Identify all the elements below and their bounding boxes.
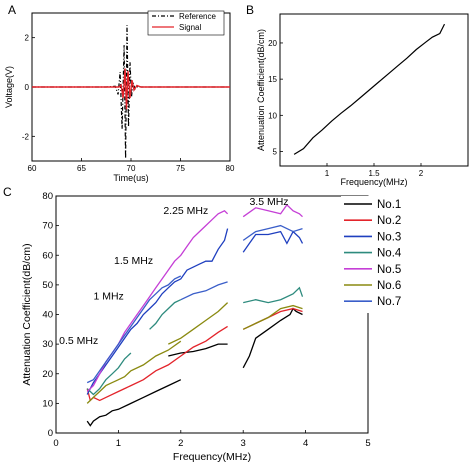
y-tick-label: 0 bbox=[25, 83, 30, 92]
legend-label: No.3 bbox=[377, 231, 401, 243]
y-tick-label: 10 bbox=[268, 111, 277, 120]
x-tick-label: 1 bbox=[116, 438, 121, 449]
x-axis-label: Time(us) bbox=[113, 173, 148, 183]
x-tick-label: 75 bbox=[176, 164, 185, 173]
y-axis-label: Attenuation Coefficient(dB/cm) bbox=[256, 29, 266, 151]
y-axis-label: Attenuation Coefficient(dB/cm) bbox=[21, 243, 33, 385]
y-tick-label: 5 bbox=[273, 148, 278, 157]
legend-label-signal: Signal bbox=[179, 23, 201, 32]
x-tick-label: 5 bbox=[365, 438, 370, 449]
y-tick-label: 0 bbox=[48, 428, 53, 439]
series-line-no2-seg0 bbox=[86, 325, 228, 402]
frequency-annotation: 1.5 MHz bbox=[114, 255, 153, 267]
y-tick-label: 20 bbox=[42, 369, 53, 380]
series-line-no7-seg2 bbox=[242, 224, 303, 241]
x-tick-label: 2 bbox=[178, 438, 183, 449]
series-line-no3-seg1 bbox=[242, 230, 304, 253]
panel-letter-b: B bbox=[246, 3, 254, 17]
series-line-no4-seg0 bbox=[86, 352, 132, 396]
legend-label-reference: Reference bbox=[179, 12, 216, 21]
legend-label: No.4 bbox=[377, 248, 402, 260]
frequency-annotation: 3.5 MHz bbox=[249, 196, 288, 208]
series-line-no4-seg1 bbox=[149, 299, 182, 330]
series-line-no1-seg0 bbox=[86, 379, 182, 427]
legend-label: No.7 bbox=[377, 296, 401, 308]
y-tick-label: 2 bbox=[25, 34, 30, 43]
legend-label: No.5 bbox=[377, 264, 401, 276]
panel-c: C0 1 2 3 4 501020304050607080Frequency(MHz)At… bbox=[3, 185, 421, 463]
x-tick-label: 2 bbox=[419, 169, 424, 178]
x-tick-label: 80 bbox=[226, 164, 235, 173]
frequency-annotation: 1 MHz bbox=[93, 291, 123, 303]
y-tick-label: 40 bbox=[42, 310, 53, 321]
series-line-no3-seg0 bbox=[86, 228, 229, 395]
series-line-reference bbox=[32, 25, 230, 159]
x-tick-label: 4 bbox=[303, 438, 308, 449]
plot-frame bbox=[55, 195, 369, 434]
legend-label: No.1 bbox=[377, 199, 401, 211]
x-tick-label: 0 bbox=[53, 438, 58, 449]
y-tick-label: 50 bbox=[42, 280, 53, 291]
legend-box bbox=[341, 196, 421, 313]
series-line-no1-seg1 bbox=[168, 343, 228, 357]
series-line-no1-seg2 bbox=[242, 307, 303, 369]
y-tick-label: 15 bbox=[268, 75, 277, 84]
y-tick-label: 20 bbox=[268, 39, 277, 48]
legend-box bbox=[147, 10, 225, 36]
y-tick-label: 30 bbox=[42, 339, 53, 350]
x-tick-label: 3 bbox=[241, 438, 246, 449]
panel-letter-c: C bbox=[3, 185, 12, 199]
y-tick-label: 70 bbox=[42, 221, 53, 232]
legend-label: No.6 bbox=[377, 280, 401, 292]
series-line-no4-seg2 bbox=[243, 286, 304, 304]
series-line-no6-seg2 bbox=[242, 304, 303, 330]
y-tick-label: 60 bbox=[42, 250, 53, 261]
y-tick-label: 80 bbox=[42, 191, 53, 202]
series-line-no6-seg1 bbox=[168, 302, 229, 345]
x-axis-label: Frequency(MHz) bbox=[340, 177, 407, 187]
series-line-no7-seg1 bbox=[180, 281, 228, 301]
y-tick-label: -2 bbox=[22, 132, 30, 141]
series-line-no5-seg1 bbox=[242, 203, 303, 218]
x-tick-label: 70 bbox=[127, 164, 136, 173]
panel-b: B 1 1.5 2 5 10 15 20 Frequency(MHz) Attenuation C… bbox=[246, 3, 469, 187]
y-axis-label: Voltage(V) bbox=[4, 66, 14, 108]
x-tick-label: 1.5 bbox=[368, 169, 380, 178]
frequency-annotation: 2.25 MHz bbox=[163, 205, 208, 217]
frequency-annotation: 0.5 MHz bbox=[59, 335, 98, 347]
panel-letter-a: A bbox=[8, 3, 16, 17]
series-line-no6-seg0 bbox=[86, 340, 182, 404]
panel-a: A 60 65 70 75 80 -2 0 2 Time(us) Voltage(V) Referen… bbox=[4, 3, 235, 183]
series-line-no7-seg0 bbox=[86, 275, 182, 384]
legend-label: No.2 bbox=[377, 215, 401, 227]
x-axis-label: Frequency(MHz) bbox=[173, 451, 251, 463]
series-line bbox=[293, 23, 446, 155]
x-tick-label: 60 bbox=[28, 164, 37, 173]
series-line-signal bbox=[32, 68, 230, 110]
y-tick-label: 10 bbox=[42, 398, 53, 409]
x-tick-label: 1 bbox=[325, 169, 330, 178]
x-tick-label: 65 bbox=[77, 164, 86, 173]
